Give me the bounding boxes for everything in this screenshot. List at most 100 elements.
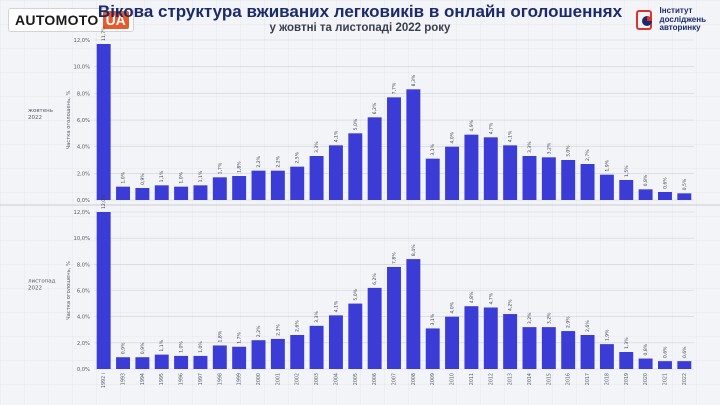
- x-tick-label: 2007: [392, 373, 398, 385]
- panel-label-year: 2022: [28, 286, 42, 292]
- bar: [445, 316, 460, 369]
- y-tick-label: 4,0%: [77, 315, 90, 321]
- data-label: 0,8%: [643, 343, 649, 355]
- bar: [387, 97, 401, 200]
- bar: [503, 314, 518, 369]
- bar: [658, 361, 672, 369]
- data-label: 2,9%: [566, 316, 572, 328]
- x-tick-label: 2021: [662, 373, 668, 385]
- data-label: 3,3%: [314, 311, 320, 323]
- x-tick-label: 2000: [256, 373, 262, 385]
- bar: [541, 157, 556, 200]
- bar: [425, 158, 440, 200]
- bar: [367, 117, 382, 200]
- chart-subtitle: у жовтні та листопаді 2022 року: [269, 22, 451, 34]
- y-tick-label: 8,0%: [77, 91, 90, 97]
- panel-label-month: жовтень: [28, 108, 53, 114]
- x-tick-label: 2010: [450, 373, 456, 385]
- y-tick-label: 0,0%: [77, 198, 90, 204]
- institute-logo[interactable]: Інститут досліджень авторинку: [635, 6, 706, 34]
- data-label: 6,2%: [372, 273, 378, 285]
- institute-line-3: авторинку: [659, 23, 701, 33]
- bar: [406, 89, 421, 200]
- bar: [135, 188, 150, 200]
- data-label: 8,4%: [411, 244, 417, 256]
- bar: [619, 351, 634, 369]
- data-label: 1,7%: [237, 331, 243, 343]
- bar: [193, 185, 208, 200]
- bar: [658, 192, 672, 200]
- data-label: 1,8%: [217, 330, 223, 342]
- y-axis-label: Частка оголошень, %: [66, 91, 72, 150]
- x-tick-label: 2020: [643, 373, 649, 385]
- bar: [328, 315, 343, 369]
- x-tick-label: 2011: [469, 373, 475, 385]
- data-label: 6,2%: [372, 102, 378, 114]
- x-tick-label: 2002: [295, 373, 301, 385]
- y-tick-label: 12,0%: [74, 210, 91, 216]
- bar: [116, 357, 130, 369]
- data-label: 4,7%: [488, 122, 494, 134]
- x-tick-label: 2017: [585, 373, 591, 385]
- x-tick-label: 2022: [682, 373, 688, 385]
- bar: [290, 334, 305, 369]
- data-label: 4,7%: [488, 292, 494, 304]
- data-label: 1,8%: [237, 161, 243, 173]
- x-tick-label: 1995: [159, 373, 165, 385]
- data-label: 1,9%: [604, 159, 610, 171]
- data-label: 2,2%: [256, 325, 262, 337]
- data-label: 1,0%: [121, 171, 127, 183]
- data-label: 1,1%: [159, 339, 165, 351]
- bar: [290, 166, 305, 200]
- y-axis-label: Частка оголошень, %: [66, 261, 72, 320]
- data-label: 4,1%: [508, 130, 514, 142]
- data-label: 3,1%: [430, 313, 436, 325]
- data-label: 1,5%: [624, 165, 630, 177]
- bar: [154, 185, 169, 200]
- bar: [174, 186, 189, 200]
- bar: [445, 146, 460, 200]
- bar: [116, 186, 130, 200]
- bar: [367, 287, 382, 369]
- x-tick-label: 1996: [179, 373, 185, 385]
- data-label: 1,9%: [604, 329, 610, 341]
- data-label: 3,2%: [527, 312, 533, 324]
- panel-label-month: листопад: [28, 279, 56, 285]
- data-label: 8,3%: [411, 74, 417, 86]
- bar: [483, 137, 498, 200]
- data-label: 1,0%: [179, 171, 185, 183]
- data-label: 2,7%: [585, 149, 591, 161]
- bar: [232, 346, 247, 369]
- data-label: 3,2%: [546, 312, 552, 324]
- x-tick-label: 1998: [217, 373, 223, 385]
- data-label: 4,1%: [333, 130, 339, 142]
- x-tick-label: 1992 і: [101, 373, 107, 388]
- data-label: 3,3%: [527, 141, 533, 153]
- y-tick-label: 12,0%: [74, 38, 91, 44]
- bar: [541, 327, 556, 369]
- bar: [96, 212, 111, 369]
- bar: [561, 331, 576, 369]
- x-tick-label: 2001: [275, 373, 281, 385]
- bar: [406, 259, 421, 369]
- bar: [135, 357, 150, 369]
- data-label: 3,3%: [314, 141, 320, 153]
- logo-accent-text: UA: [102, 11, 129, 29]
- x-tick-label: 2018: [604, 373, 610, 385]
- bar: [503, 145, 518, 200]
- data-label: 2,5%: [295, 151, 301, 163]
- bar: [212, 177, 227, 200]
- bar: [425, 328, 440, 369]
- x-tick-label: 2006: [372, 373, 378, 385]
- data-label: 7,7%: [392, 82, 398, 94]
- bar: [174, 355, 189, 369]
- x-tick-label: 2014: [527, 373, 533, 385]
- bar: [348, 133, 363, 200]
- automoto-logo[interactable]: AUTOMOTO UA: [8, 8, 134, 32]
- data-label: 1,7%: [217, 162, 223, 174]
- bar: [464, 306, 479, 369]
- bar: [328, 145, 343, 200]
- data-label: 5,0%: [353, 118, 359, 130]
- bar: [580, 164, 595, 200]
